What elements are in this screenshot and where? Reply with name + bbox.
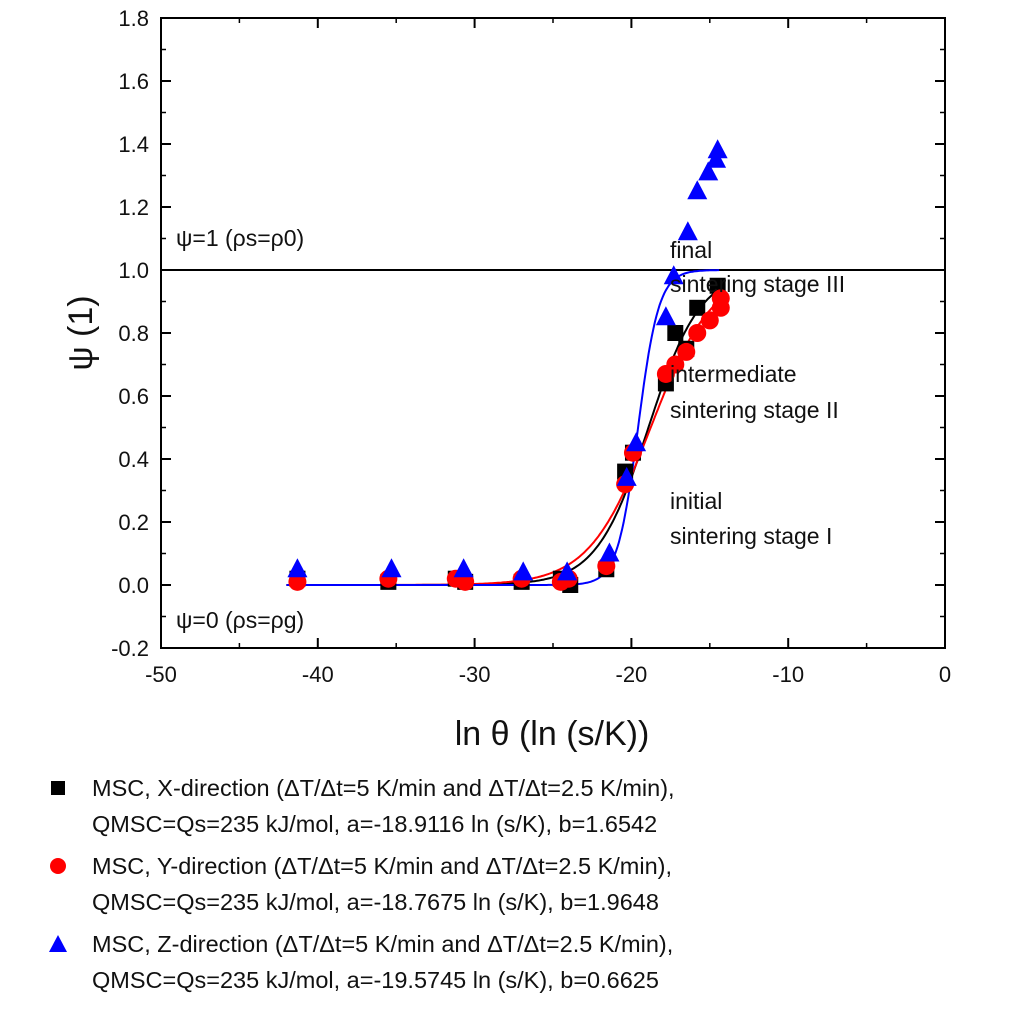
- data-point-circle: [700, 311, 719, 330]
- legend-item-x: MSC, X-direction (ΔT/Δt=5 K/min and ΔT/Δ…: [40, 770, 1000, 848]
- y-tick-label: 0.0: [118, 573, 149, 598]
- legend-x-line1: MSC, X-direction (ΔT/Δt=5 K/min and ΔT/Δ…: [92, 775, 675, 801]
- axes-layer: -50 -40 -30 -20 -10 0 -0.2 0.0 0.2 0.4 0.6 0.8 1.0 1.…: [111, 6, 951, 687]
- data-point-triangle: [599, 542, 620, 562]
- data-point-triangle: [677, 221, 698, 241]
- annotation-stage-final-2: sintering stage III: [670, 271, 845, 297]
- annotation-stage-intermediate-1: intermediate: [670, 361, 797, 387]
- data-point-circle: [456, 572, 475, 591]
- y-tick-label: 0.6: [118, 384, 149, 409]
- legend-z-line2: QMSC=Qs=235 kJ/mol, a=-19.5745 ln (s/K),…: [92, 967, 659, 993]
- legend-y-line2: QMSC=Qs=235 kJ/mol, a=-18.7675 ln (s/K),…: [92, 889, 659, 915]
- x-axis-title: ln θ (ln (s/K)): [455, 715, 650, 753]
- data-point-square: [667, 325, 684, 341]
- annotation-upper-ref: ψ=1 (ρs=ρ0): [176, 225, 304, 251]
- y-tick-label: 1.0: [118, 258, 149, 283]
- labels-layer: ψ=1 (ρs=ρ0) ψ=0 (ρs=ρg) final sintering …: [62, 225, 845, 753]
- data-point-circle: [711, 289, 730, 308]
- data-point-triangle: [707, 139, 728, 159]
- data-point-circle: [597, 557, 616, 576]
- y-axis-title: ψ (1): [62, 295, 100, 370]
- y-tick-label: 0.2: [118, 510, 149, 535]
- data-point-triangle: [557, 561, 578, 581]
- x-tick-label: 0: [939, 662, 951, 687]
- y-tick-label: 1.8: [118, 6, 149, 31]
- y-tick-label: 1.2: [118, 195, 149, 220]
- x-tick-label: -20: [616, 662, 648, 687]
- annotation-lower-ref: ψ=0 (ρs=ρg): [176, 607, 304, 633]
- annotation-stage-final-1: final: [670, 237, 712, 263]
- data-points-layer: [287, 139, 730, 593]
- y-tick-label: 1.6: [118, 69, 149, 94]
- annotation-stage-initial-1: initial: [670, 488, 722, 514]
- triangle-marker-icon: [49, 935, 67, 952]
- data-point-square: [689, 299, 706, 316]
- fit-curves-layer: [286, 269, 720, 586]
- y-tick-label: -0.2: [111, 636, 149, 661]
- data-point-triangle: [687, 180, 708, 200]
- fit-curve-square: [286, 288, 720, 586]
- chart: -50 -40 -30 -20 -10 0 -0.2 0.0 0.2 0.4 0.6 0.8 1.0 1.…: [62, 6, 951, 753]
- data-point-triangle: [663, 265, 684, 285]
- data-point-circle: [666, 355, 685, 374]
- data-point-circle: [677, 342, 696, 361]
- legend-z-line1: MSC, Z-direction (ΔT/Δt=5 K/min and ΔT/Δ…: [92, 931, 674, 957]
- data-point-triangle: [381, 558, 402, 578]
- plot-frame: [160, 17, 946, 649]
- y-tick-label: 1.4: [118, 132, 149, 157]
- x-tick-label: -30: [459, 662, 491, 687]
- legend-y-line1: MSC, Y-direction (ΔT/Δt=5 K/min and ΔT/Δ…: [92, 853, 672, 879]
- data-point-triangle: [287, 558, 308, 578]
- square-marker-icon: [51, 781, 65, 795]
- legend-item-y: MSC, Y-direction (ΔT/Δt=5 K/min and ΔT/Δ…: [40, 848, 1000, 926]
- data-point-triangle: [453, 558, 474, 578]
- fit-curve-circle: [286, 300, 720, 586]
- data-point-triangle: [626, 432, 647, 452]
- data-point-triangle: [698, 161, 719, 181]
- legend: MSC, X-direction (ΔT/Δt=5 K/min and ΔT/Δ…: [40, 770, 1000, 1004]
- x-tick-label: -50: [145, 662, 177, 687]
- x-tick-label: -40: [302, 662, 334, 687]
- data-point-triangle: [513, 561, 534, 581]
- data-point-triangle: [655, 306, 676, 326]
- legend-item-z: MSC, Z-direction (ΔT/Δt=5 K/min and ΔT/Δ…: [40, 926, 1000, 1004]
- y-tick-label: 0.4: [118, 447, 149, 472]
- data-point-circle: [688, 324, 707, 342]
- circle-marker-icon: [50, 858, 66, 874]
- y-tick-label: 0.8: [118, 321, 149, 346]
- data-point-circle: [288, 572, 307, 591]
- data-point-triangle: [616, 466, 637, 486]
- annotation-stage-initial-2: sintering stage I: [670, 523, 832, 549]
- annotation-stage-intermediate-2: sintering stage II: [670, 397, 839, 423]
- legend-x-line2: QMSC=Qs=235 kJ/mol, a=-18.9116 ln (s/K),…: [92, 811, 658, 837]
- x-tick-label: -10: [772, 662, 804, 687]
- fit-curve-triangle: [286, 269, 720, 586]
